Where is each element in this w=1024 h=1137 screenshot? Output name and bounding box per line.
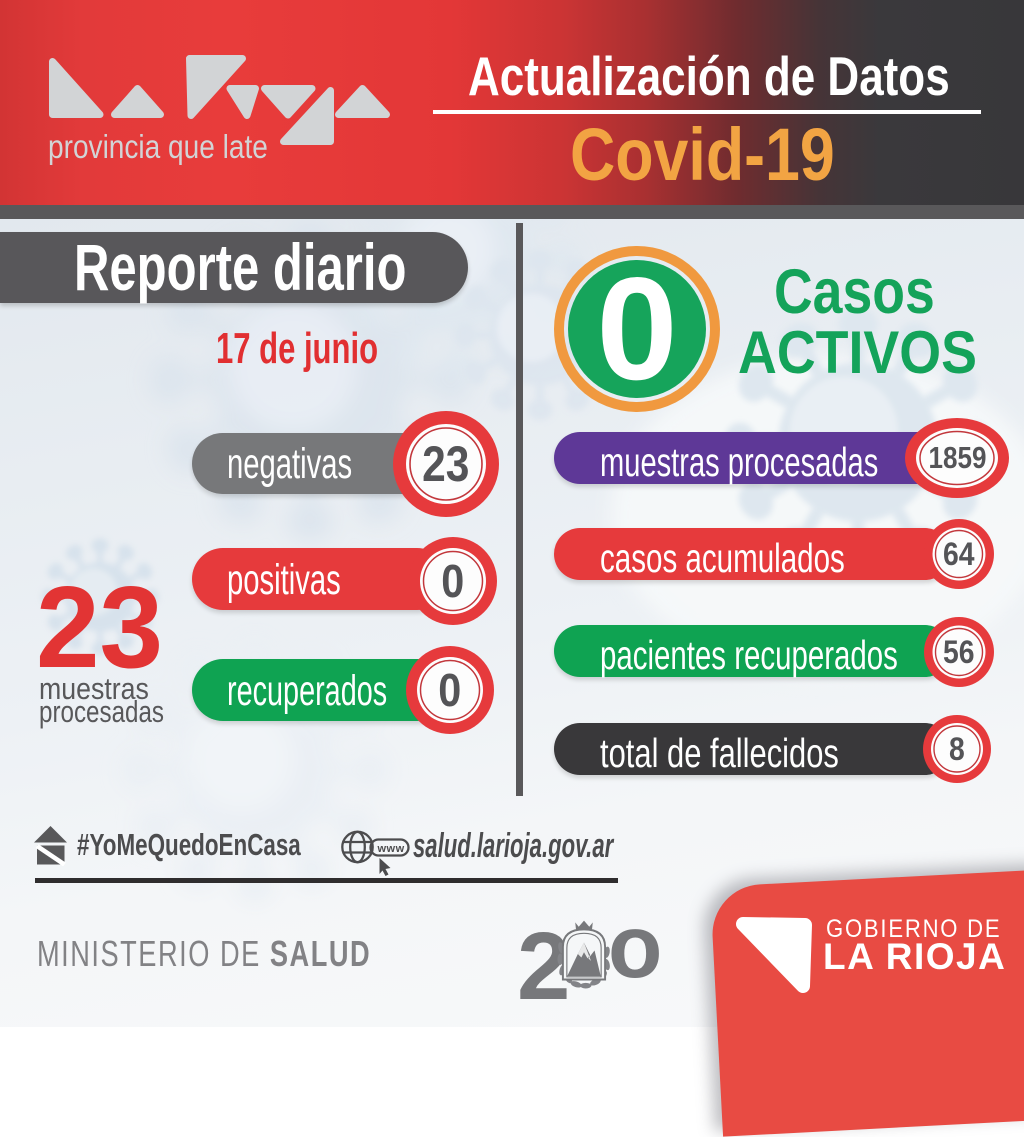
svg-text:www: www — [377, 843, 405, 855]
